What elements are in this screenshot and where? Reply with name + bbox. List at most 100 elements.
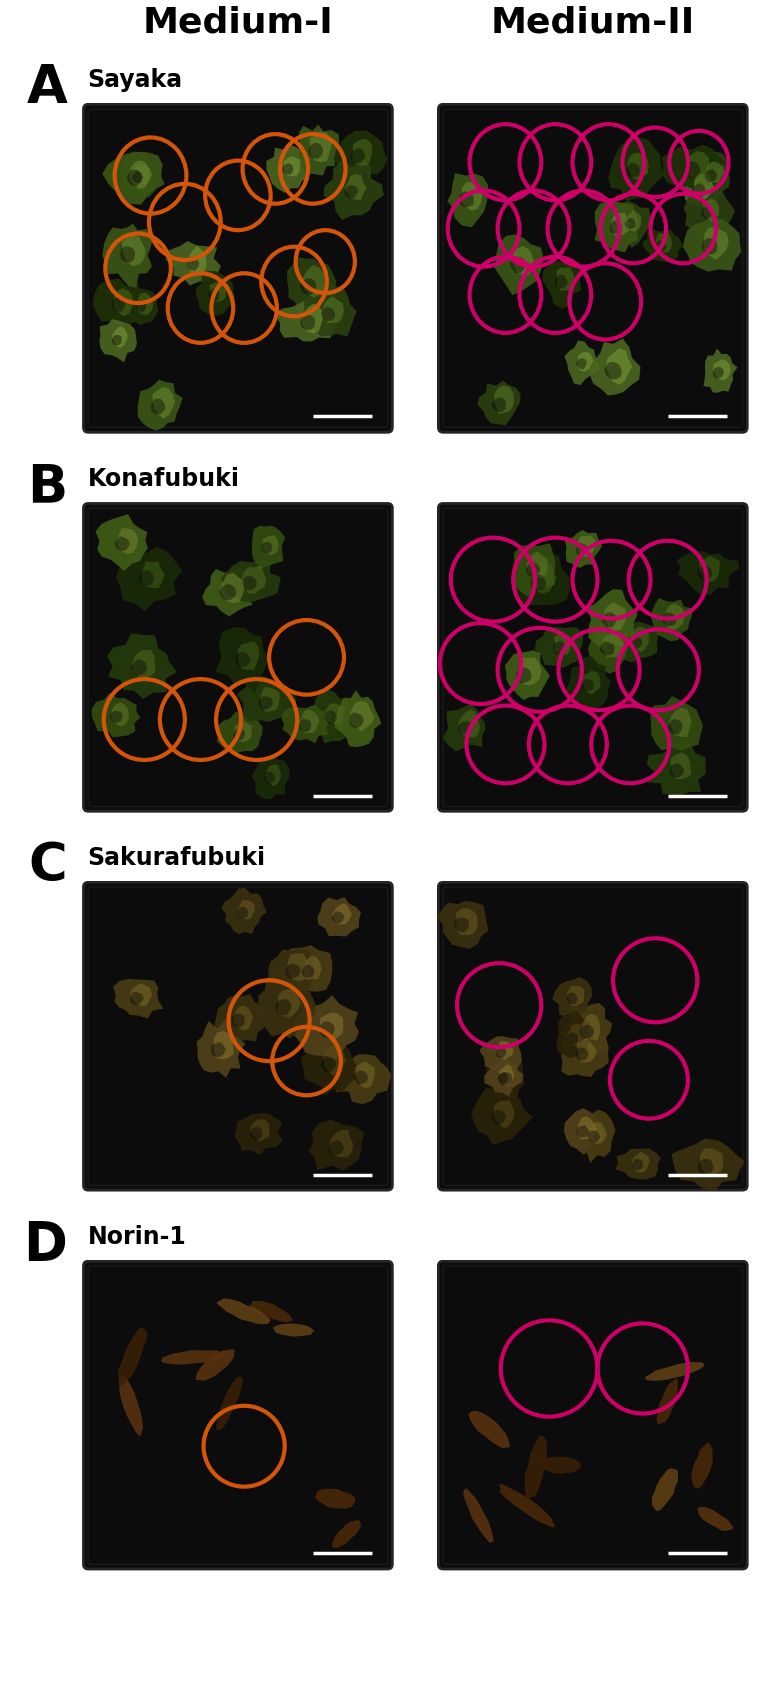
Polygon shape: [235, 1114, 282, 1155]
Polygon shape: [556, 1010, 590, 1060]
Polygon shape: [665, 604, 684, 632]
Polygon shape: [320, 1012, 343, 1043]
Polygon shape: [233, 1005, 253, 1031]
Polygon shape: [669, 764, 684, 778]
Polygon shape: [697, 1160, 714, 1175]
Polygon shape: [116, 547, 182, 611]
Polygon shape: [604, 363, 622, 380]
Polygon shape: [215, 628, 268, 693]
Polygon shape: [334, 691, 381, 747]
Polygon shape: [566, 1032, 578, 1044]
Polygon shape: [590, 1122, 607, 1144]
Polygon shape: [165, 241, 221, 287]
Polygon shape: [196, 272, 235, 316]
Polygon shape: [625, 219, 636, 229]
Polygon shape: [608, 138, 664, 202]
Polygon shape: [626, 163, 640, 178]
Polygon shape: [127, 170, 142, 187]
Polygon shape: [612, 621, 659, 662]
Polygon shape: [114, 289, 133, 318]
Polygon shape: [349, 713, 364, 728]
Polygon shape: [237, 907, 248, 919]
Polygon shape: [217, 1299, 271, 1324]
Polygon shape: [186, 258, 199, 272]
Polygon shape: [324, 160, 384, 221]
Polygon shape: [237, 642, 259, 671]
Polygon shape: [112, 326, 128, 350]
Text: Sakurafubuki: Sakurafubuki: [87, 846, 266, 869]
Text: Norin-1: Norin-1: [87, 1224, 186, 1248]
Polygon shape: [110, 711, 122, 723]
Polygon shape: [701, 239, 718, 255]
Polygon shape: [543, 261, 582, 309]
Polygon shape: [118, 1328, 147, 1386]
Polygon shape: [250, 1119, 269, 1141]
Polygon shape: [530, 576, 546, 591]
Text: Medium-I: Medium-I: [143, 5, 333, 39]
Polygon shape: [301, 304, 323, 335]
Polygon shape: [151, 399, 165, 414]
Polygon shape: [328, 1141, 344, 1155]
Polygon shape: [300, 1034, 358, 1095]
Polygon shape: [612, 202, 651, 248]
Polygon shape: [352, 139, 372, 166]
Polygon shape: [294, 995, 359, 1061]
Polygon shape: [512, 550, 570, 608]
Polygon shape: [704, 199, 719, 222]
Polygon shape: [479, 1036, 522, 1071]
Polygon shape: [309, 1121, 364, 1172]
Polygon shape: [455, 919, 469, 934]
Polygon shape: [491, 397, 506, 413]
Polygon shape: [137, 294, 154, 316]
FancyBboxPatch shape: [438, 105, 747, 433]
FancyBboxPatch shape: [83, 105, 392, 433]
Polygon shape: [701, 207, 714, 219]
Polygon shape: [287, 954, 309, 981]
Polygon shape: [577, 353, 594, 372]
Polygon shape: [216, 1377, 243, 1430]
Polygon shape: [252, 756, 289, 800]
Polygon shape: [462, 183, 482, 212]
Polygon shape: [693, 151, 730, 202]
Polygon shape: [234, 722, 252, 742]
Polygon shape: [332, 905, 352, 925]
Polygon shape: [494, 385, 514, 414]
Text: B: B: [27, 460, 67, 513]
Polygon shape: [713, 368, 724, 380]
Polygon shape: [643, 229, 682, 263]
Polygon shape: [577, 1039, 597, 1063]
Polygon shape: [499, 1484, 555, 1528]
Polygon shape: [315, 1489, 356, 1510]
Polygon shape: [137, 380, 183, 431]
Polygon shape: [262, 537, 278, 555]
Polygon shape: [605, 350, 633, 385]
Polygon shape: [268, 949, 320, 992]
Polygon shape: [705, 163, 725, 185]
Polygon shape: [555, 275, 568, 289]
Polygon shape: [117, 528, 138, 555]
Text: Konafubuki: Konafubuki: [87, 467, 239, 491]
Polygon shape: [668, 708, 692, 737]
Polygon shape: [329, 1131, 353, 1158]
Polygon shape: [242, 567, 267, 594]
Polygon shape: [350, 149, 366, 165]
Text: D: D: [23, 1217, 67, 1270]
Polygon shape: [512, 543, 555, 598]
Polygon shape: [93, 278, 143, 326]
Polygon shape: [354, 1061, 374, 1088]
Polygon shape: [560, 1029, 609, 1078]
Text: C: C: [29, 839, 67, 891]
Polygon shape: [677, 552, 739, 596]
Polygon shape: [285, 964, 300, 980]
Polygon shape: [221, 560, 281, 603]
Polygon shape: [111, 703, 129, 727]
Polygon shape: [91, 694, 140, 739]
Polygon shape: [187, 246, 207, 275]
Polygon shape: [601, 633, 625, 659]
Polygon shape: [235, 652, 250, 667]
Polygon shape: [484, 1060, 523, 1097]
Polygon shape: [275, 1000, 291, 1015]
Polygon shape: [693, 175, 714, 202]
Polygon shape: [112, 299, 126, 312]
Polygon shape: [301, 964, 314, 978]
